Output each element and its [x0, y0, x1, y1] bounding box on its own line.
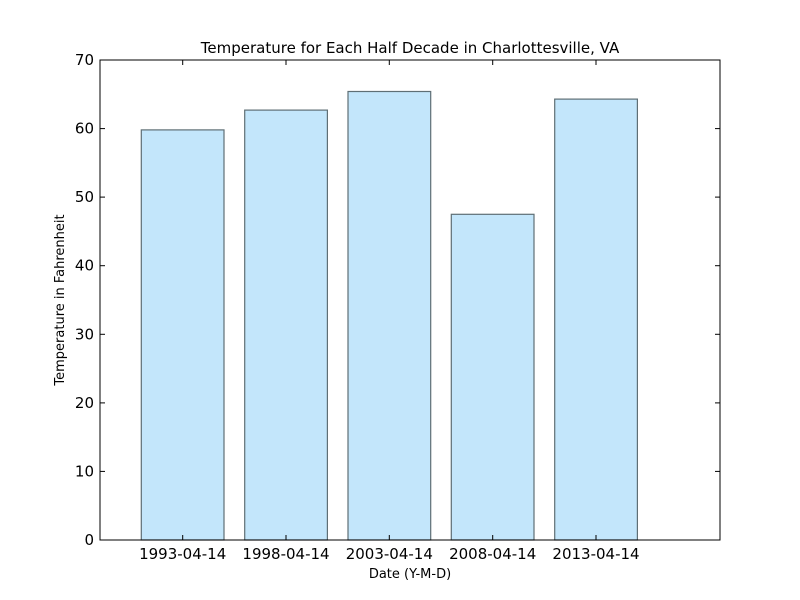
- bar-1998-04-14: [244, 109, 328, 541]
- bar-2008-04-14: [450, 213, 535, 541]
- y-tick-label-30: 30: [75, 325, 94, 343]
- bar-2013-04-14: [554, 98, 639, 541]
- x-axis-label: Date (Y-M-D): [369, 567, 451, 582]
- y-tick-label-20: 20: [75, 394, 94, 412]
- bar-2003-04-14: [347, 90, 432, 541]
- x-tick-label-2008-04-14: 2008-04-14: [449, 545, 536, 563]
- y-tick-label-60: 60: [75, 120, 94, 138]
- y-axis-label: Temperature in Fahrenheit: [53, 214, 68, 386]
- bar-1993-04-14: [140, 129, 225, 541]
- x-tick-label-2013-04-14: 2013-04-14: [552, 545, 639, 563]
- y-tick-label-50: 50: [75, 188, 94, 206]
- x-tick-label-1998-04-14: 1998-04-14: [242, 545, 329, 563]
- bars-group: [140, 90, 639, 541]
- x-axis-ticks: 1993-04-14 1998-04-14 2003-04-14 2008-04-14…: [139, 60, 640, 563]
- y-tick-label-10: 10: [75, 462, 94, 480]
- x-tick-label-1993-04-14: 1993-04-14: [139, 545, 226, 563]
- y-tick-label-70: 70: [75, 51, 94, 69]
- y-tick-label-40: 40: [75, 257, 94, 275]
- y-axis-ticks: 0 10 20 30 40 50 60 70: [75, 51, 720, 549]
- plot-frame: [99, 59, 721, 541]
- y-tick-label-0: 0: [84, 531, 94, 549]
- chart-title: Temperature for Each Half Decade in Char…: [200, 39, 620, 57]
- x-tick-label-2003-04-14: 2003-04-14: [346, 545, 433, 563]
